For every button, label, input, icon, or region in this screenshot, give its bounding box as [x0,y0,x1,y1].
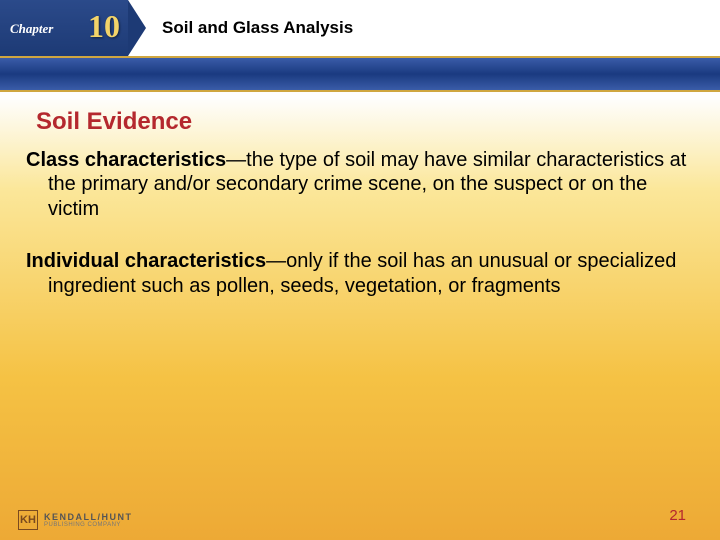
publisher-name: KENDALL/HUNT [44,513,133,522]
content: Soil Evidence Class characteristics—the … [0,92,720,298]
page-number: 21 [669,507,686,524]
footer: KH KENDALL/HUNT PUBLISHING COMPANY 21 [0,500,720,530]
publisher-logo-glyph: KH [20,515,36,526]
section-title: Soil Evidence [36,108,694,136]
header-top: Chapter 10 Soil and Glass Analysis [0,0,720,56]
header: Chapter 10 Soil and Glass Analysis [0,0,720,92]
publisher-logo-icon: KH [18,510,38,530]
chapter-title: Soil and Glass Analysis [162,18,353,38]
publisher-sub: PUBLISHING COMPANY [44,522,133,528]
publisher: KH KENDALL/HUNT PUBLISHING COMPANY [18,510,133,530]
paragraph-individual-characteristics: Individual characteristics—only if the s… [26,249,694,298]
paragraph-class-characteristics: Class characteristics—the type of soil m… [26,148,694,221]
para2-bold: Individual characteristics [26,250,266,272]
chapter-badge: Chapter 10 [0,0,128,56]
header-strip [0,56,720,92]
publisher-text: KENDALL/HUNT PUBLISHING COMPANY [44,513,133,528]
para1-bold: Class characteristics [26,149,226,171]
slide: Chapter 10 Soil and Glass Analysis Soil … [0,0,720,540]
chapter-number: 10 [88,8,120,45]
